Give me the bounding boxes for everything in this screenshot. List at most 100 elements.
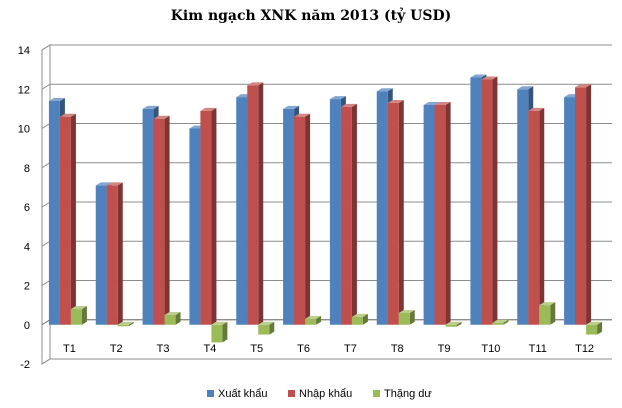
x-tick-label: T2 (110, 343, 123, 355)
bar-side (175, 311, 181, 325)
tick-labels: -2 0 2 4 6 8 10 12 14 T1 T2 T3 T4 T5 T6 T7 T8 T9 T10 T11 T12 (18, 45, 594, 371)
chart-title: Kim ngạch XNK năm 2013 (tỷ USD) (171, 7, 451, 24)
y-tick-label: -2 (20, 359, 30, 371)
legend-item-2: Nhập khẩu (288, 388, 352, 400)
bar-front (445, 324, 457, 327)
bar-side (269, 321, 275, 335)
bar-front (575, 87, 587, 325)
bar-front (106, 185, 118, 325)
bar-side (222, 321, 228, 343)
bar-top (351, 313, 368, 317)
bar-front (142, 108, 154, 325)
bar-top (153, 115, 170, 119)
x-tick-label: T3 (157, 343, 170, 355)
bar-nhập-khẩu-t2 (106, 182, 123, 325)
bar-front (564, 97, 576, 325)
bar-front (470, 77, 482, 325)
bar-top (211, 321, 228, 325)
bar-side (316, 315, 322, 325)
x-tick-label: T10 (481, 343, 500, 355)
bar-side (128, 321, 134, 327)
bar-side (398, 99, 404, 325)
bar-top (294, 113, 311, 117)
legend: Xuất khẩu Nhập khẩu Thặng dư (207, 388, 432, 400)
bar-side (586, 84, 592, 325)
x-tick-label: T9 (438, 343, 451, 355)
x-tick-label: T11 (529, 343, 547, 355)
legend-label: Thặng dư (384, 388, 432, 400)
bar-top (48, 98, 65, 102)
bar-top (106, 182, 123, 186)
bar-side (445, 101, 451, 325)
bar-side (456, 321, 462, 327)
bar-top (376, 88, 393, 92)
bar-top (164, 311, 181, 315)
bar-nhập-khẩu-t10 (481, 76, 498, 325)
y-tick-label: 4 (24, 241, 30, 253)
bar-top (95, 182, 112, 186)
bar-front (517, 89, 529, 325)
bar-thặng-dư-t11 (539, 302, 556, 325)
bar-front (283, 108, 295, 325)
bar-top (586, 321, 603, 325)
y-tick-label: 14 (18, 45, 30, 57)
bar-top (398, 309, 415, 313)
y-tick-label: 10 (18, 124, 30, 136)
y-tick-label: 2 (24, 281, 30, 293)
bar-side (550, 302, 556, 325)
bar-top (247, 82, 264, 86)
bar-top (470, 74, 487, 78)
bar-front (70, 309, 82, 325)
y-tick-label: 6 (24, 202, 30, 214)
legend-label: Nhập khẩu (299, 388, 352, 400)
bar-thặng-dư-t9 (445, 321, 462, 327)
bar-side (305, 113, 311, 325)
bar-front (481, 79, 493, 325)
bar-top (539, 302, 556, 306)
bar-front (247, 85, 259, 325)
y-tick-label: 12 (18, 84, 30, 96)
bar-front (294, 116, 306, 325)
bar-thặng-dư-t3 (164, 311, 181, 325)
bar-nhập-khẩu-t7 (340, 103, 357, 325)
bar-front (376, 91, 388, 325)
bar-nhập-khẩu-t1 (59, 113, 76, 325)
bar-side (211, 107, 217, 325)
bar-top (59, 113, 76, 117)
bar-nhập-khẩu-t8 (387, 99, 404, 325)
x-tick-label: T8 (391, 343, 404, 355)
bar-front (305, 318, 317, 325)
x-tick-label: T5 (250, 343, 263, 355)
bar-front (528, 110, 540, 325)
legend-swatch (288, 390, 295, 397)
bar-front (153, 118, 165, 325)
bar-front (329, 99, 341, 325)
bar-front (189, 128, 201, 325)
legend-item-3: Thặng dư (373, 388, 432, 400)
bar-thặng-dư-t8 (398, 309, 415, 325)
bar-nhập-khẩu-t9 (434, 101, 451, 325)
bar-front (340, 106, 352, 325)
bar-side (597, 321, 603, 335)
bar-side (362, 313, 368, 325)
bar-front (59, 116, 71, 325)
bar-nhập-khẩu-t5 (247, 82, 264, 325)
bar-top (434, 101, 451, 105)
bar-top (117, 321, 134, 325)
x-tick-label: T7 (344, 343, 357, 355)
bar-front (351, 316, 363, 325)
bar-front (236, 97, 248, 325)
legend-label: Xuất khẩu (218, 388, 268, 400)
bar-top (423, 101, 440, 105)
bar-nhập-khẩu-t6 (294, 113, 311, 325)
bar-side (539, 107, 545, 325)
bar-front (164, 314, 176, 325)
bar-top (283, 105, 300, 109)
bar-front (95, 185, 107, 325)
bar-front (398, 312, 410, 325)
bar-side (503, 319, 509, 325)
bar-thặng-dư-t2 (117, 321, 134, 327)
bar-side (351, 103, 357, 325)
